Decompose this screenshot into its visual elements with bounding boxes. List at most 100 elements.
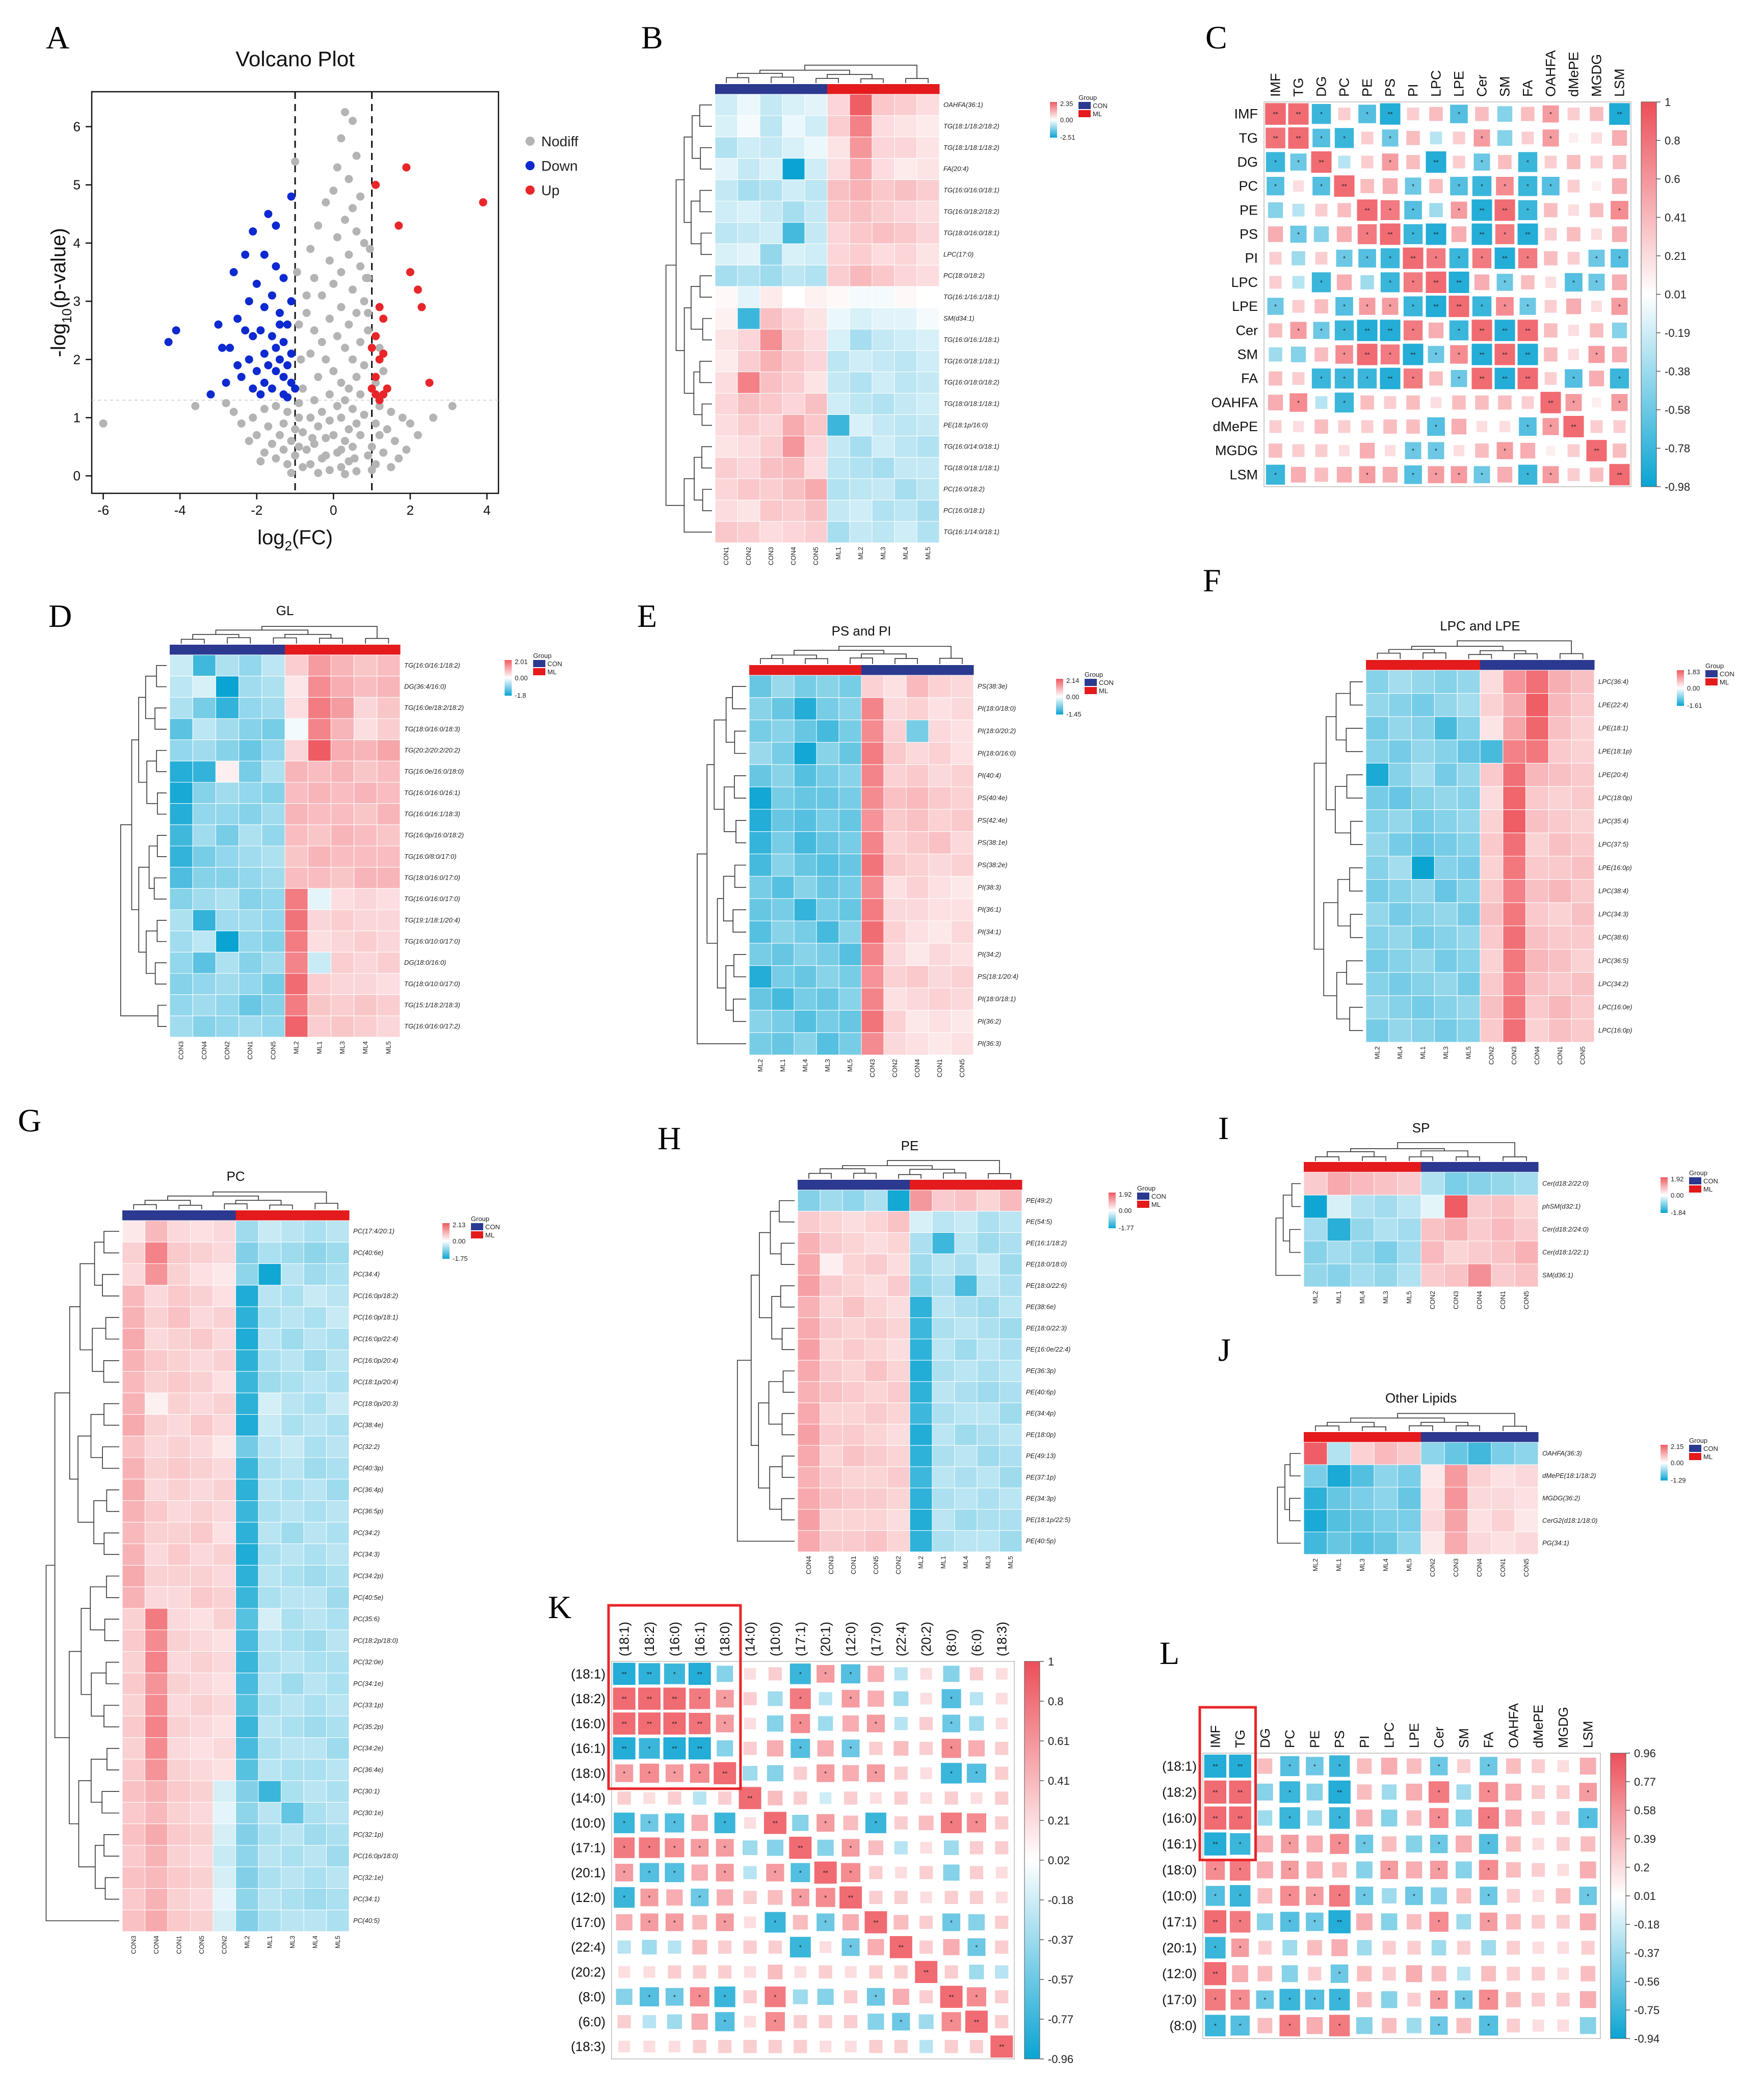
nodiff-point <box>340 216 349 224</box>
row-label: TG(16:0e/16:0/18:0) <box>404 768 464 775</box>
column-label: CON1 <box>246 1041 254 1060</box>
row-label: SM(d36:1) <box>1542 1272 1573 1279</box>
heatmap-cell <box>1444 1509 1468 1532</box>
heatmap-cell <box>122 1414 145 1437</box>
heatmap-cell <box>1411 1018 1435 1043</box>
heatmap-cell <box>330 824 355 847</box>
heatmap-cell <box>192 1015 216 1038</box>
heatmap-cell <box>838 876 862 899</box>
corr-cell <box>1519 298 1536 315</box>
dendrogram-branch <box>706 764 718 944</box>
heatmap-cell <box>307 888 331 910</box>
corr-cell <box>1313 322 1330 339</box>
corr-cell <box>1592 181 1601 191</box>
heatmap-cell <box>816 1010 839 1033</box>
heatmap-cell <box>326 1306 350 1329</box>
corr-cell <box>1532 1838 1544 1850</box>
significance-mark: * <box>1214 1866 1217 1874</box>
heatmap-cell <box>235 1220 259 1242</box>
nodiff-point <box>340 437 349 445</box>
corr-cell <box>744 1966 756 1978</box>
column-label: FA <box>1481 1732 1496 1748</box>
heatmap-cell <box>749 831 772 855</box>
corr-cell <box>1474 274 1490 290</box>
x-tick-label: -2 <box>251 503 262 518</box>
significance-mark: * <box>1587 1892 1589 1900</box>
group-legend-con-label: CON <box>485 1223 500 1231</box>
group-legend-con-swatch <box>1137 1193 1149 1200</box>
heatmap-cell <box>1388 693 1412 717</box>
corr-cell <box>1312 176 1330 196</box>
corr-cell <box>1556 1888 1571 1904</box>
heatmap-cell <box>284 931 308 953</box>
heatmap-cell <box>258 1565 281 1588</box>
significance-mark: * <box>875 1993 877 2001</box>
corr-cell <box>1428 442 1444 459</box>
column-label: PI <box>1357 1735 1372 1748</box>
heatmap-cell <box>715 137 738 159</box>
nodiff-point <box>306 413 315 422</box>
corr-cell <box>1229 1806 1251 1830</box>
heatmap-cell <box>169 951 193 974</box>
corr-cell <box>1579 2017 1596 2034</box>
heatmap-cell <box>1467 1487 1492 1510</box>
nodiff-point <box>287 469 296 478</box>
group-legend-title: Group <box>1085 671 1103 678</box>
corr-cell <box>1306 1861 1323 1879</box>
corr-cell <box>1426 151 1446 173</box>
heatmap-cell <box>235 1823 259 1846</box>
heatmap-cell <box>737 329 760 351</box>
heatmap-cell <box>906 764 929 787</box>
corr-cell <box>1506 1758 1521 1774</box>
column-label: ML3 <box>879 547 887 560</box>
heatmap-cell <box>190 1802 214 1824</box>
heatmap-cell <box>1397 1531 1421 1555</box>
heatmap-cell <box>1411 995 1435 1019</box>
heatmap-cell <box>771 898 795 921</box>
corr-cell <box>919 2040 933 2053</box>
down-point <box>229 268 238 277</box>
heatmap-cell <box>1491 1442 1515 1465</box>
heatmap-cell <box>258 1694 281 1716</box>
heatmap-cell <box>928 1010 952 1033</box>
significance-mark: ** <box>1479 351 1484 358</box>
heatmap-cell <box>759 137 783 159</box>
panel-K-correlation: ** ** * ** * * *(18:1)** ** ** * * * * *(18:2)** ** ** *… <box>571 1604 1073 2066</box>
heatmap-cell <box>281 1780 304 1803</box>
nodiff-point <box>360 239 368 247</box>
row-label: PE(49:13) <box>1026 1452 1056 1460</box>
heatmap-cell <box>307 973 331 995</box>
corr-cell <box>1281 1965 1298 1982</box>
heatmap-cell <box>1303 1218 1328 1241</box>
heatmap-cell <box>951 786 974 810</box>
heatmap-cell <box>307 994 331 1016</box>
heatmap-cell <box>864 1509 888 1531</box>
heatmap-cell <box>284 718 308 741</box>
heatmap-cell <box>167 1565 191 1588</box>
dendrogram-branch <box>1397 1142 1515 1157</box>
heatmap-cell <box>1411 716 1435 741</box>
heatmap-cell <box>215 739 240 761</box>
heatmap-cell <box>1444 1240 1468 1264</box>
corr-cell <box>640 1814 659 1832</box>
nodiff-point <box>402 445 411 454</box>
significance-mark: * <box>875 1769 877 1777</box>
dendrogram-branch <box>909 1169 955 1175</box>
heatmap-cell <box>307 739 331 761</box>
heatmap-cell <box>377 739 401 761</box>
heatmap-cell <box>916 179 940 202</box>
heatmap-cell <box>864 1211 888 1233</box>
corr-cell <box>1449 271 1469 293</box>
heatmap-cell <box>909 1189 933 1212</box>
corr-cell <box>1567 108 1580 121</box>
column-label: CON5 <box>198 1936 205 1954</box>
row-label: LPC(34:2) <box>1598 980 1628 988</box>
down-point <box>275 320 284 329</box>
heatmap-cell <box>1503 879 1526 903</box>
heatmap-cell <box>1525 786 1549 810</box>
row-label: PE(16:0e/22:4) <box>1026 1345 1070 1353</box>
down-point <box>249 227 257 236</box>
nodiff-point <box>306 460 315 468</box>
nodiff-point <box>264 422 273 431</box>
column-label: CON1 <box>1556 1046 1564 1065</box>
